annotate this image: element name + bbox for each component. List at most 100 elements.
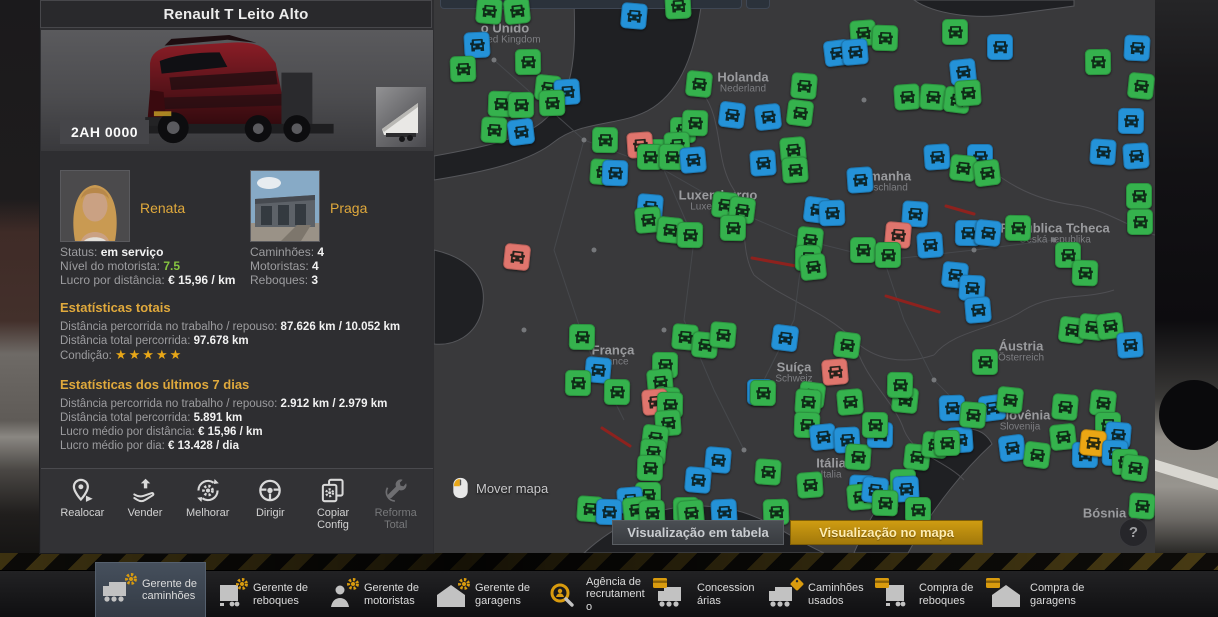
truck-marker-r[interactable] <box>820 357 850 387</box>
driver-avatar[interactable] <box>60 170 130 242</box>
truck-marker-g[interactable] <box>754 458 782 486</box>
truck-marker-g[interactable] <box>871 489 899 517</box>
truck-marker-b[interactable] <box>717 100 747 130</box>
truck-marker-b[interactable] <box>703 445 733 475</box>
truck-marker-g[interactable] <box>835 387 865 417</box>
truck-marker-g[interactable] <box>1057 315 1087 345</box>
truck-marker-b[interactable] <box>1123 34 1151 62</box>
truck-marker-b[interactable] <box>753 102 783 132</box>
nav-item-gerente-de-caminh-es[interactable]: Gerente de caminhões <box>95 562 206 617</box>
truck-marker-g[interactable] <box>886 371 914 399</box>
truck-marker-b[interactable] <box>1103 420 1133 450</box>
truck-marker-b[interactable] <box>840 37 870 67</box>
trailer-thumbnail[interactable] <box>376 87 426 147</box>
truck-marker-g[interactable] <box>727 195 757 225</box>
truck-marker-b[interactable] <box>595 498 623 526</box>
dirigir-button[interactable]: Dirigir <box>239 477 302 553</box>
nav-item-gerente-de-reboques[interactable]: Gerente de reboques <box>206 571 317 617</box>
truck-marker-g[interactable] <box>995 385 1025 415</box>
garage-thumbnail[interactable] <box>250 170 320 242</box>
truck-marker-g[interactable] <box>875 242 901 268</box>
truck-marker-g[interactable] <box>1071 259 1099 287</box>
truck-marker-b[interactable] <box>749 149 777 177</box>
truck-marker-b[interactable] <box>601 159 629 187</box>
truck-marker-b[interactable] <box>770 323 800 353</box>
truck-marker-g[interactable] <box>645 367 675 397</box>
truck-marker-g[interactable] <box>871 24 899 52</box>
truck-marker-g[interactable] <box>514 48 542 76</box>
truck-marker-g[interactable] <box>636 454 664 482</box>
truck-marker-b[interactable] <box>619 1 649 31</box>
truck-marker-g[interactable] <box>564 369 592 397</box>
nav-item-concession-rias[interactable]: Concessionárias <box>650 571 761 617</box>
truck-marker-g[interactable] <box>664 0 692 20</box>
nav-item-caminh-es-usados[interactable]: Caminhões usados <box>761 571 872 617</box>
truck-marker-g[interactable] <box>676 498 706 528</box>
truck-marker-g[interactable] <box>905 497 931 523</box>
truck-marker-g[interactable] <box>850 237 876 263</box>
truck-marker-g[interactable] <box>487 90 515 118</box>
truck-marker-g[interactable] <box>789 71 819 101</box>
nav-item-compra-de-garagens[interactable]: Compra de garagens <box>983 571 1094 617</box>
truck-marker-b[interactable] <box>923 143 951 171</box>
truck-marker-b[interactable] <box>892 475 920 503</box>
truck-marker-b[interactable] <box>954 219 982 247</box>
truck-marker-b[interactable] <box>948 57 978 87</box>
reforma-total-button[interactable]: Reforma Total <box>364 477 427 553</box>
truck-marker-b[interactable] <box>846 166 874 194</box>
melhorar-button[interactable]: Melhorar <box>176 477 239 553</box>
truck-marker-g[interactable] <box>1120 453 1150 483</box>
truck-marker-b[interactable] <box>808 422 838 452</box>
truck-marker-g[interactable] <box>1126 71 1155 101</box>
truck-marker-g[interactable] <box>893 83 921 111</box>
truck-marker-b[interactable] <box>683 465 713 495</box>
table-view-button[interactable]: Visualização em tabela <box>612 520 784 545</box>
truck-marker-r[interactable] <box>502 242 532 272</box>
truck-marker-g[interactable] <box>1128 492 1155 520</box>
map-view-button[interactable]: Visualização no mapa <box>790 520 983 545</box>
truck-marker-g[interactable] <box>785 98 815 128</box>
truck-marker-g[interactable] <box>972 349 998 375</box>
truck-marker-g[interactable] <box>849 19 877 47</box>
truck-marker-g[interactable] <box>1004 214 1032 242</box>
truck-marker-b[interactable] <box>1117 107 1145 135</box>
truck-marker-g[interactable] <box>633 205 663 235</box>
truck-marker-b[interactable] <box>938 394 966 422</box>
truck-marker-g[interactable] <box>749 379 777 407</box>
truck-marker-b[interactable] <box>822 38 852 68</box>
truck-marker-g[interactable] <box>603 378 631 406</box>
truck-marker-b[interactable] <box>833 426 861 454</box>
nav-item-gerente-de-garagens[interactable]: Gerente de garagens <box>428 571 539 617</box>
truck-marker-b[interactable] <box>997 433 1027 463</box>
truck-marker-g[interactable] <box>919 83 947 111</box>
truck-marker-b[interactable] <box>901 200 929 228</box>
truck-marker-b[interactable] <box>958 274 986 302</box>
truck-marker-g[interactable] <box>684 69 714 99</box>
truck-marker-g[interactable] <box>861 411 889 439</box>
truck-marker-g[interactable] <box>1095 311 1125 341</box>
help-button[interactable]: ? <box>1119 518 1148 547</box>
truck-marker-b[interactable] <box>818 199 846 227</box>
truck-marker-g[interactable] <box>795 225 825 255</box>
truck-marker-g[interactable] <box>902 442 932 472</box>
truck-marker-g[interactable] <box>658 143 686 171</box>
truck-marker-g[interactable] <box>954 79 982 107</box>
truck-marker-g[interactable] <box>637 144 663 170</box>
truck-marker-g[interactable] <box>796 471 824 499</box>
truck-marker-g[interactable] <box>502 0 532 26</box>
truck-marker-b[interactable] <box>463 31 491 59</box>
truck-marker-b[interactable] <box>963 295 993 325</box>
truck-marker-b[interactable] <box>987 34 1013 60</box>
truck-marker-g[interactable] <box>507 91 535 119</box>
truck-marker-g[interactable] <box>762 498 790 526</box>
truck-marker-g[interactable] <box>670 322 700 352</box>
truck-marker-g[interactable] <box>708 320 738 350</box>
truck-marker-g[interactable] <box>568 323 596 351</box>
truck-marker-g[interactable] <box>681 109 709 137</box>
truck-marker-b[interactable] <box>973 218 1003 248</box>
truck-marker-g[interactable] <box>1077 312 1107 342</box>
truck-marker-g[interactable] <box>781 156 809 184</box>
truck-marker-g[interactable] <box>1022 440 1052 470</box>
truck-marker-b[interactable] <box>710 498 738 526</box>
